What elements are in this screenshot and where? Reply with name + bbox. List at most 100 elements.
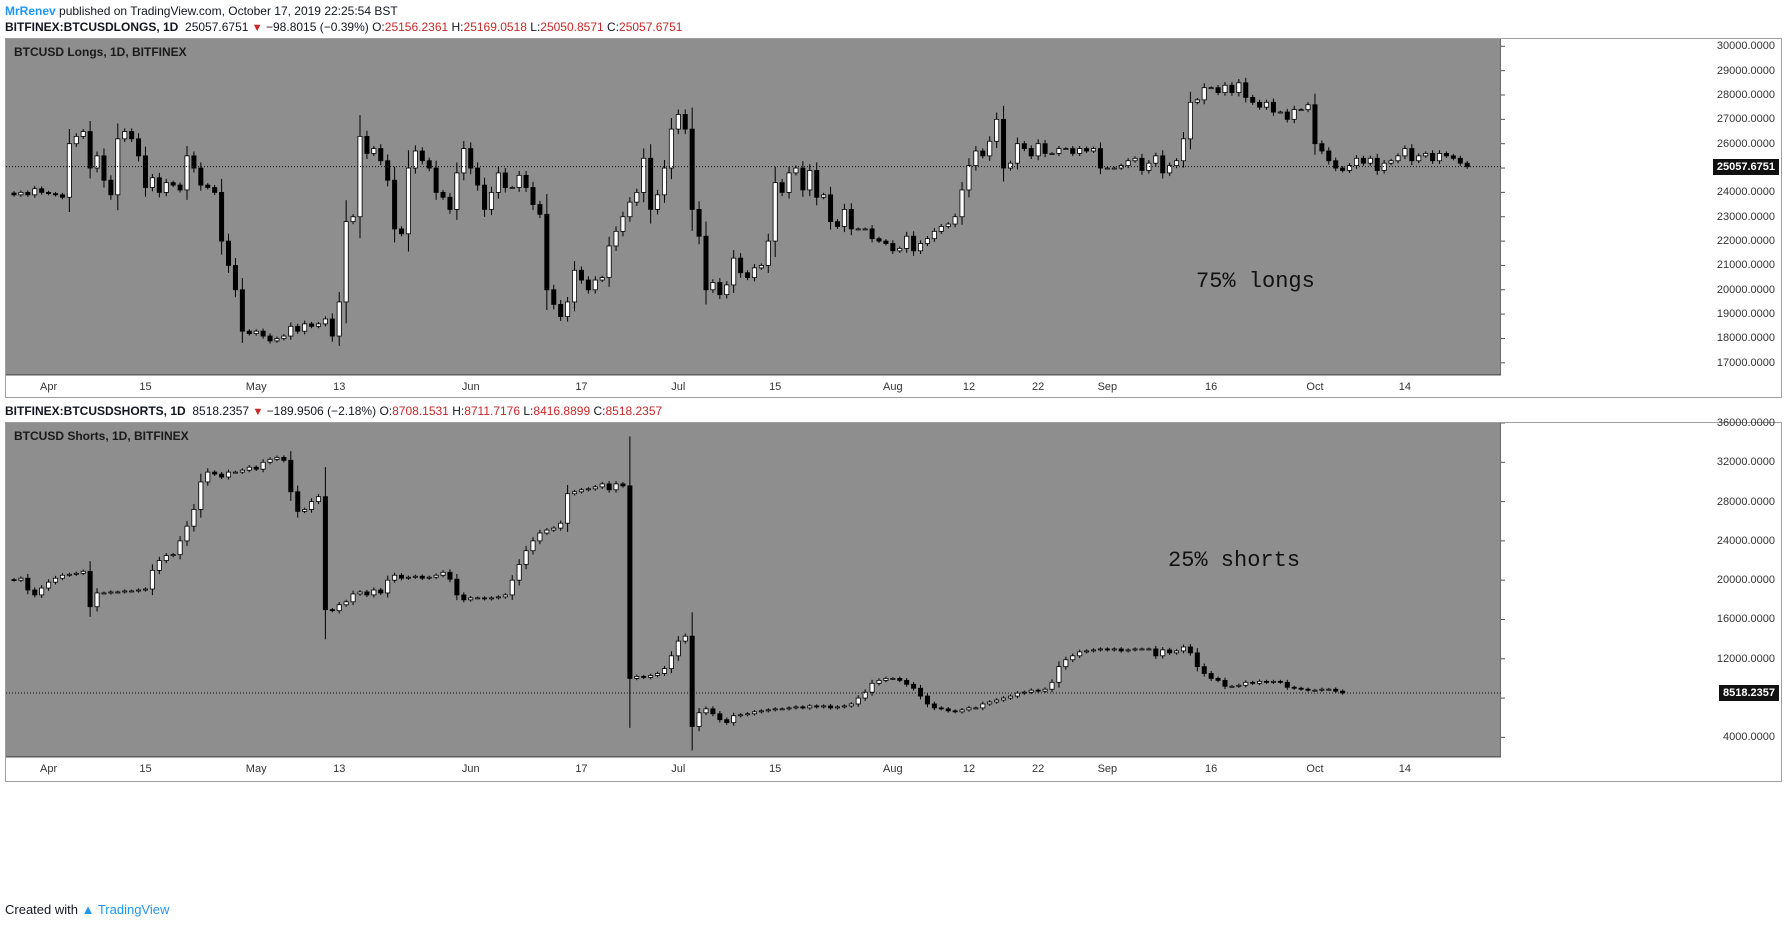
candle-down — [620, 483, 626, 487]
candle-down — [648, 157, 654, 210]
time-tick-label: 22 — [1032, 381, 1045, 393]
last-value: 25057.6751 — [185, 20, 249, 34]
candle-down — [378, 148, 384, 162]
candle-up — [32, 188, 38, 196]
candle-up — [1277, 111, 1283, 114]
time-tick-label: 15 — [769, 763, 782, 775]
candle-down — [938, 707, 944, 710]
candle-down — [309, 323, 315, 327]
candle-up — [731, 715, 737, 724]
time-tick-label: 15 — [769, 381, 782, 393]
candle-down — [25, 191, 31, 196]
last-value: 8518.2357 — [192, 404, 250, 418]
candle-up — [987, 140, 993, 157]
candle-up — [1056, 666, 1062, 683]
candle-up — [468, 597, 474, 601]
longs-plot-area[interactable] — [6, 39, 1501, 375]
candle-down — [1298, 687, 1304, 690]
time-tick-label: 15 — [139, 381, 152, 393]
candle-up — [94, 155, 100, 169]
candle-up — [115, 591, 121, 594]
candle-up — [1049, 153, 1055, 155]
time-tick-label: 16 — [1205, 763, 1218, 775]
low-value: 25050.8571 — [540, 20, 604, 34]
candle-up — [1035, 143, 1041, 157]
candle-up — [274, 456, 280, 460]
shorts-plot-area[interactable] — [6, 423, 1501, 757]
candle-up — [952, 216, 958, 225]
candle-down — [717, 282, 723, 296]
candle-down — [46, 191, 52, 195]
candle-up — [1243, 681, 1249, 686]
candle-up — [655, 673, 661, 676]
shorts-chart-panel[interactable]: BTCUSD Shorts, 1D, BITFINEX 25% shorts 3… — [5, 417, 1782, 782]
candle-down — [191, 155, 197, 169]
candle-up — [592, 486, 598, 490]
candle-up — [772, 708, 778, 711]
candle-up — [198, 481, 204, 510]
author-name[interactable]: MrRenev — [5, 4, 56, 18]
candle-up — [205, 471, 211, 483]
longs-candles — [6, 45, 1505, 376]
close-label: C: — [607, 20, 620, 34]
candle-up — [641, 157, 647, 193]
candle-down — [32, 589, 38, 596]
candle-down — [1035, 689, 1041, 692]
time-tick-label: 12 — [962, 763, 976, 775]
candle-up — [883, 678, 889, 681]
legend-shorts: BITFINEX:BTCUSDSHORTS, 1D 8518.2357 ▼ −1… — [5, 404, 662, 418]
time-tick-label: Sep — [1097, 763, 1118, 775]
time-tick-label: Jun — [461, 763, 480, 775]
price-tick-label: 26000.0000 — [1716, 137, 1775, 150]
open-label: O: — [379, 404, 393, 418]
time-tick-label: 12 — [962, 381, 976, 393]
price-tick-label: 17000.0000 — [1716, 356, 1775, 369]
candle-up — [834, 706, 840, 709]
candle-down — [779, 182, 785, 193]
candle-down — [1084, 148, 1090, 152]
candle-up — [1208, 87, 1214, 90]
price-tick-label: 36000.0000 — [1716, 417, 1775, 429]
candle-down — [710, 708, 716, 715]
time-tick-label: Aug — [883, 763, 903, 775]
candle-up — [184, 155, 190, 191]
candle-up — [142, 588, 148, 591]
candle-up — [385, 579, 391, 594]
tradingview-logo[interactable]: ▲ TradingView — [81, 902, 170, 917]
candle-down — [1333, 160, 1339, 169]
candle-up — [232, 471, 238, 474]
candle-down — [59, 194, 65, 198]
candle-up — [1187, 101, 1193, 140]
candle-up — [1381, 162, 1387, 171]
candle-down — [1340, 167, 1346, 171]
candle-up — [66, 143, 72, 198]
candle-up — [620, 216, 626, 232]
candle-up — [793, 167, 799, 174]
longs-chart-panel[interactable]: BTCUSD Longs, 1D, BITFINEX 75% longs 300… — [5, 38, 1782, 398]
candle-up — [1305, 104, 1311, 111]
candle-up — [454, 172, 460, 210]
candle-down — [101, 155, 107, 181]
candle-down — [578, 269, 584, 281]
candle-up — [239, 469, 245, 473]
candle-up — [938, 226, 944, 232]
candle-down — [454, 578, 460, 596]
candle-down — [212, 187, 218, 193]
low-value: 8416.8899 — [533, 404, 591, 418]
candle-up — [918, 243, 924, 252]
candle-down — [1001, 118, 1007, 169]
candle-down — [482, 597, 488, 600]
low-label: L: — [530, 20, 541, 34]
candle-up — [1180, 646, 1186, 652]
candle-up — [758, 265, 764, 269]
candle-up — [1070, 655, 1076, 661]
candle-up — [122, 131, 128, 140]
price-tick-label: 30000.0000 — [1716, 40, 1775, 53]
candle-up — [433, 574, 439, 578]
candle-down — [1208, 673, 1214, 679]
candle-up — [959, 709, 965, 713]
candle-down — [219, 191, 225, 242]
shorts-last-price-tag: 8518.2357 — [1719, 684, 1779, 701]
candle-down — [883, 240, 889, 244]
candle-down — [1097, 148, 1103, 169]
